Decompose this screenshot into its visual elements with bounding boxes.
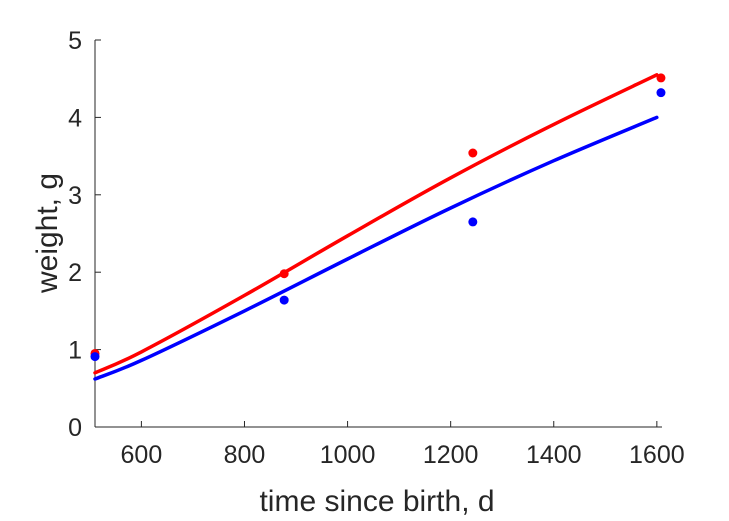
series-2-point: [279, 295, 289, 305]
y-tick-label: 3: [68, 182, 82, 210]
x-tick-label: 1600: [629, 441, 685, 469]
y-axis-title: weight, g: [31, 173, 64, 294]
x-tick-label: 1200: [423, 441, 479, 469]
x-tick-label: 1400: [526, 441, 582, 469]
x-tick-label: 800: [224, 441, 266, 469]
series-1-point: [279, 269, 289, 279]
x-tick-label: 1000: [320, 441, 376, 469]
x-axis-title: time since birth, d: [259, 485, 494, 518]
series-1-point: [468, 148, 478, 158]
series-2-fit-line: [93, 115, 659, 381]
x-tick-label: 600: [121, 441, 163, 469]
series-1-point: [656, 73, 666, 83]
y-tick-label: 0: [68, 414, 82, 442]
series-1-fit-line: [93, 73, 659, 375]
series-2-point: [468, 217, 478, 227]
fit-curves: [93, 73, 659, 381]
y-tick-label: 1: [68, 337, 82, 365]
y-tick-label: 5: [68, 27, 82, 55]
series-2-point: [656, 88, 666, 98]
data-points: [90, 73, 666, 362]
y-tick-label: 2: [68, 259, 82, 287]
series-2-point: [90, 352, 100, 362]
y-tick-label: 4: [68, 104, 82, 132]
axes: 600 800 1000 1200 1400 1600 0 1 2 3 4 5: [68, 27, 685, 469]
